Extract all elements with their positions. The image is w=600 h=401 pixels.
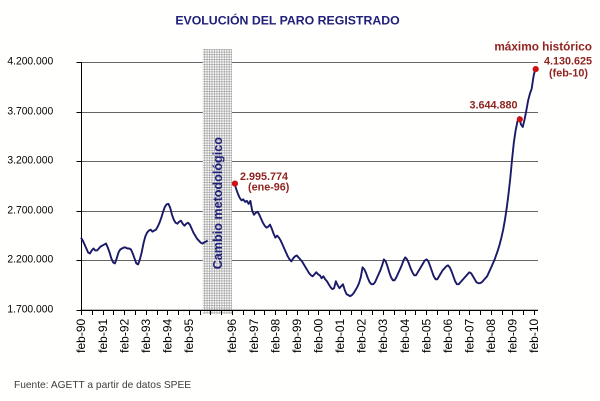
svg-text:feb-09: feb-09 <box>506 318 520 352</box>
svg-text:4.200.000: 4.200.000 <box>7 56 53 68</box>
svg-text:feb-06: feb-06 <box>441 318 455 352</box>
svg-text:4.130.625: 4.130.625 <box>544 56 592 68</box>
svg-text:feb-00: feb-00 <box>311 318 325 352</box>
svg-text:feb-95: feb-95 <box>182 318 196 352</box>
svg-text:feb-07: feb-07 <box>463 318 477 352</box>
svg-text:máximo histórico: máximo histórico <box>494 39 592 53</box>
svg-text:feb-08: feb-08 <box>484 318 498 352</box>
svg-text:(feb-10): (feb-10) <box>549 67 588 79</box>
svg-text:feb-10: feb-10 <box>527 318 541 352</box>
svg-text:feb-99: feb-99 <box>290 318 304 352</box>
svg-text:2.200.000: 2.200.000 <box>7 254 53 266</box>
svg-text:feb-97: feb-97 <box>247 318 261 352</box>
svg-text:3.644.880: 3.644.880 <box>469 99 517 111</box>
svg-text:1.700.000: 1.700.000 <box>7 304 53 316</box>
svg-text:feb-96: feb-96 <box>225 318 239 352</box>
svg-text:3.700.000: 3.700.000 <box>7 106 53 118</box>
svg-text:3.200.000: 3.200.000 <box>7 155 53 167</box>
svg-text:feb-02: feb-02 <box>355 318 369 352</box>
svg-text:Cambio metodológico: Cambio metodológico <box>211 137 225 270</box>
svg-text:(ene-96): (ene-96) <box>248 182 290 194</box>
svg-text:feb-05: feb-05 <box>419 318 433 352</box>
svg-text:2.700.000: 2.700.000 <box>7 205 53 217</box>
svg-text:feb-01: feb-01 <box>333 318 347 352</box>
svg-text:feb-90: feb-90 <box>74 318 88 352</box>
svg-text:feb-04: feb-04 <box>398 318 412 352</box>
svg-text:feb-94: feb-94 <box>160 318 174 352</box>
svg-text:feb-91: feb-91 <box>96 318 110 352</box>
svg-text:Fuente: AGETT a partir de dato: Fuente: AGETT a partir de datos SPEE <box>14 380 191 391</box>
svg-text:feb-03: feb-03 <box>376 318 390 352</box>
svg-text:EVOLUCIÓN DEL PARO REGISTRADO: EVOLUCIÓN DEL PARO REGISTRADO <box>175 13 400 28</box>
svg-text:2.995.774: 2.995.774 <box>240 171 288 183</box>
svg-text:feb-98: feb-98 <box>268 318 282 352</box>
svg-text:feb-92: feb-92 <box>117 318 131 352</box>
svg-text:feb-93: feb-93 <box>139 318 153 352</box>
